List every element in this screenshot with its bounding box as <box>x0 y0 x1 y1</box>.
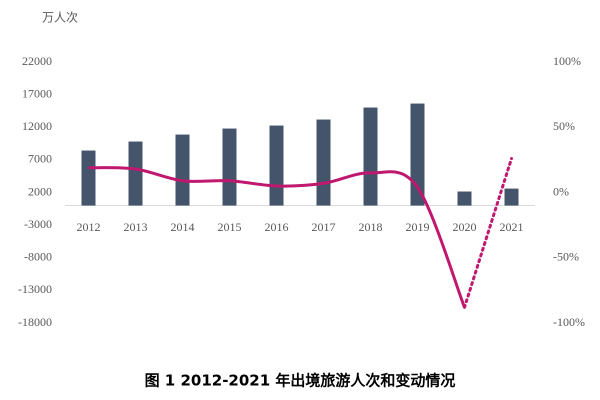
bar <box>410 103 425 206</box>
line-dotted <box>463 157 513 309</box>
y-tick-label: 7000 <box>28 152 52 166</box>
bar <box>269 125 284 206</box>
x-tick-label: 2019 <box>406 220 430 234</box>
y-tick-label: 17000 <box>22 86 52 100</box>
x-tick-label: 2021 <box>500 220 524 234</box>
y-tick-label: -13000 <box>18 282 52 296</box>
x-tick-label: 2017 <box>312 220 336 234</box>
y2-tick-label: 0% <box>553 184 569 198</box>
bar <box>175 134 190 206</box>
x-tick-label: 2015 <box>218 220 242 234</box>
line <box>88 166 466 308</box>
x-tick-label: 2020 <box>453 220 477 234</box>
y2-tick-label: -50% <box>553 250 579 264</box>
bar <box>81 150 96 206</box>
y-tick-label: 12000 <box>22 119 52 133</box>
bar <box>457 191 472 206</box>
x-tick-label: 2012 <box>77 220 101 234</box>
y2-tick-label: 50% <box>553 119 575 133</box>
y-tick-label: 22000 <box>22 54 52 68</box>
x-tick-label: 2014 <box>171 220 195 234</box>
bar <box>128 141 143 206</box>
bar <box>504 188 519 206</box>
x-tick-label: 2016 <box>265 220 289 234</box>
y2-tick-label: 100% <box>553 54 581 68</box>
bar <box>363 107 378 206</box>
x-tick-label: 2013 <box>124 220 148 234</box>
y-tick-label: -8000 <box>24 250 52 264</box>
y2-tick-label: -100% <box>553 315 585 329</box>
bar <box>222 128 237 206</box>
x-tick-label: 2018 <box>359 220 383 234</box>
chart-title: 图 1 2012-2021 年出境旅游人次和变动情况 <box>145 372 456 390</box>
y-tick-label: -18000 <box>18 315 52 329</box>
bar <box>316 119 331 206</box>
y-axis-label: 万人次 <box>42 11 78 25</box>
y-tick-label: -3000 <box>24 217 52 231</box>
y-tick-label: 2000 <box>28 184 52 198</box>
